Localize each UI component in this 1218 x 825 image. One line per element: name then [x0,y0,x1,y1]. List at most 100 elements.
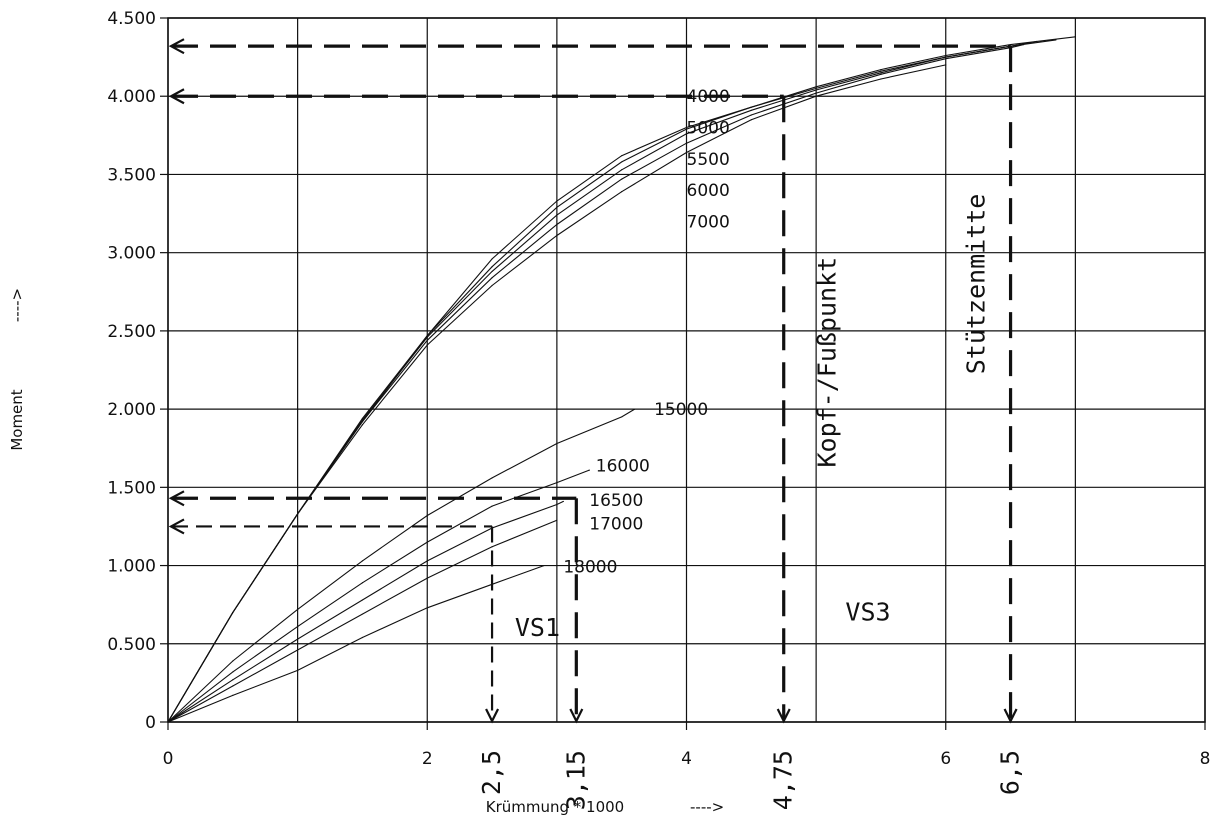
point-5000 [491,266,493,268]
point-16000 [588,469,590,471]
point-18000 [361,636,364,639]
y-tick-label: 3.000 [107,244,156,264]
point-5500 [1035,40,1038,43]
point-4000 [945,54,947,57]
point-5000 [815,87,817,89]
series-label-18000: 18000 [563,557,617,577]
point-5500 [426,336,428,338]
point-16500 [297,638,299,640]
point-7000 [621,191,623,193]
point-15000 [426,514,428,517]
tick-labels: 0 2 4 6 8 0 0.500 1.000 1.500 2.000 2.500 3.000 3.50… [107,9,1210,769]
point-6000 [815,92,817,94]
point-16000 [297,625,299,628]
curve-6000 [167,44,1024,723]
series-labels: 4000 5000 5500 6000 7000 15000 16000 16500 17000… [563,87,729,577]
point-15000 [556,442,558,445]
point-16500 [562,500,564,503]
point-6000 [1022,43,1025,46]
point-7000 [880,78,882,80]
point-16500 [361,599,364,601]
point-4000 [621,155,623,157]
x-tick-label: 6 [940,749,951,769]
y-tick-label: 4.000 [107,87,156,107]
point-15000 [621,416,623,418]
point-5500 [491,270,493,273]
x-axis-arrow: ----> [690,798,724,816]
point-17000 [361,613,364,615]
arrowhead-down [776,708,791,724]
point-6000 [621,178,623,180]
point-5500 [815,89,817,91]
point-6000 [556,223,558,226]
point-6000 [361,421,364,423]
point-4000 [491,258,493,260]
series-label-6000: 6000 [687,181,730,201]
point-16500 [426,560,428,562]
y-tick-label: 1.500 [107,478,156,498]
point-5000 [880,70,882,72]
vertical-label: Stützenmitte [962,194,991,375]
annotations: 2,5 3,15 4,75 6,5 VS1 VS3 Kopf-/Fußpunkt Stütze… [477,194,1025,811]
point-16000 [556,482,558,484]
point-15000 [491,477,493,479]
point-4000 [815,86,817,88]
point-4000 [880,69,882,71]
point-5000 [750,106,752,108]
point-18000 [297,669,299,671]
point-16000 [491,505,493,507]
x-tick-label: 4 [681,749,692,769]
point-7000 [491,284,493,287]
point-16000 [426,541,428,543]
point-18000 [426,607,428,609]
point-7000 [232,611,234,614]
point-18000 [232,694,234,697]
point-5500 [945,56,947,58]
vertical-label: Kopf-/Fußpunkt [813,257,842,468]
point-16000 [232,671,234,673]
y-tick-label: 2.500 [107,322,156,342]
point-17000 [297,649,299,651]
point-5000 [685,128,688,130]
series-label-16500: 16500 [589,491,643,511]
y-axis-title: Moment [8,389,26,450]
point-5500 [685,133,688,135]
point-15000 [634,408,636,410]
point-6000 [426,339,428,341]
series-label-15000: 15000 [654,400,708,420]
point-15000 [361,560,364,562]
point-7000 [426,344,428,346]
point-4000 [556,200,558,202]
point-7000 [685,151,688,154]
series-label-5500: 5500 [687,150,730,170]
curves [167,36,1076,723]
point-16000 [361,582,364,584]
point-5000 [556,206,558,208]
series-label-7000: 7000 [687,212,730,232]
x-tick-label: 2 [422,749,433,769]
point-6000 [491,277,493,279]
y-tick-label: 0.500 [107,635,156,655]
curve-5000 [167,39,1056,723]
point-17000 [491,546,493,548]
region-label-VS1: VS1 [515,613,560,642]
point-16500 [556,503,558,506]
y-tick-label: 2.000 [107,400,156,420]
arrowhead-down [569,708,584,724]
x-tick-label: 8 [1200,749,1211,769]
y-axis-arrow: ----> [8,288,26,322]
point-6000 [750,114,752,116]
x-mark-2,5: 2,5 [477,750,506,795]
series-label-4000: 4000 [687,87,730,107]
point-17000 [232,685,234,687]
y-tick-label: 0 [145,713,156,733]
arrowhead-down [485,708,500,724]
point-4000 [1074,36,1076,38]
point-18000 [543,564,545,567]
arrowhead-down [1003,708,1018,724]
point-6000 [945,58,947,60]
point-5500 [880,72,882,74]
point-5500 [750,109,752,111]
x-mark-3,15: 3,15 [561,750,590,810]
